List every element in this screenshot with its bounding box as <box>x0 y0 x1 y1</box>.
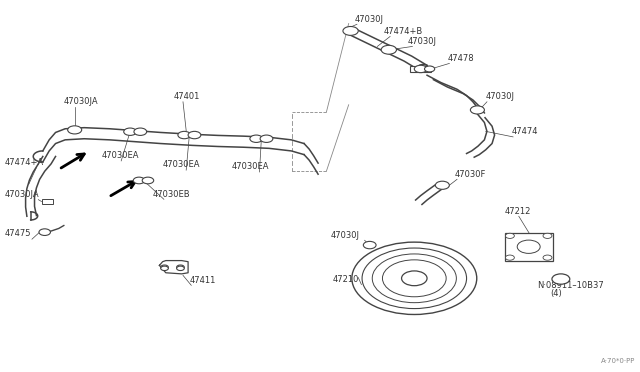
Bar <box>505 233 552 260</box>
Circle shape <box>142 177 154 184</box>
Circle shape <box>178 131 191 139</box>
Circle shape <box>188 131 201 139</box>
Text: 47030EA: 47030EA <box>163 160 200 169</box>
Text: 47474: 47474 <box>511 127 538 136</box>
Text: 47030JA: 47030JA <box>63 97 98 106</box>
Text: 47030J: 47030J <box>330 231 359 240</box>
Circle shape <box>401 271 427 286</box>
Circle shape <box>517 240 540 253</box>
Text: 47030EA: 47030EA <box>232 162 269 171</box>
Circle shape <box>552 274 570 284</box>
Text: 47030J: 47030J <box>486 92 515 101</box>
Text: 47030EA: 47030EA <box>102 151 140 160</box>
Circle shape <box>161 265 168 269</box>
Text: (4): (4) <box>550 289 562 298</box>
Circle shape <box>177 265 184 269</box>
Circle shape <box>403 272 426 285</box>
Text: N: N <box>558 276 564 282</box>
Circle shape <box>381 45 396 54</box>
Circle shape <box>414 65 427 73</box>
Circle shape <box>506 255 515 260</box>
Circle shape <box>134 128 147 135</box>
Circle shape <box>364 241 376 249</box>
Text: 47478: 47478 <box>447 54 474 62</box>
Circle shape <box>506 233 515 238</box>
Text: 47411: 47411 <box>189 276 216 285</box>
Text: 47475: 47475 <box>4 230 31 238</box>
Text: 47030JA: 47030JA <box>4 190 39 199</box>
Bar <box>410 65 431 72</box>
Circle shape <box>543 233 552 238</box>
Text: 47474+A: 47474+A <box>4 158 44 167</box>
Text: 47030J: 47030J <box>408 37 437 46</box>
Circle shape <box>435 181 449 189</box>
Bar <box>42 199 53 204</box>
Text: 47030EB: 47030EB <box>153 190 191 199</box>
Circle shape <box>68 126 82 134</box>
Text: 47030J: 47030J <box>355 15 384 23</box>
Circle shape <box>177 266 184 270</box>
Text: 47030F: 47030F <box>455 170 486 179</box>
Circle shape <box>124 128 136 135</box>
Text: 47474+B: 47474+B <box>384 27 423 36</box>
Circle shape <box>39 229 51 235</box>
Circle shape <box>250 135 262 142</box>
Circle shape <box>161 266 168 270</box>
Text: 47401: 47401 <box>173 92 200 101</box>
Text: N·08911–10B37: N·08911–10B37 <box>537 281 604 290</box>
Text: A·70*0·PP: A·70*0·PP <box>601 358 636 364</box>
Text: 47212: 47212 <box>505 206 531 215</box>
Circle shape <box>470 106 484 114</box>
Circle shape <box>543 255 552 260</box>
Circle shape <box>260 135 273 142</box>
Circle shape <box>343 26 358 35</box>
Circle shape <box>424 66 435 72</box>
Circle shape <box>133 177 145 184</box>
Text: 47210: 47210 <box>333 275 359 284</box>
